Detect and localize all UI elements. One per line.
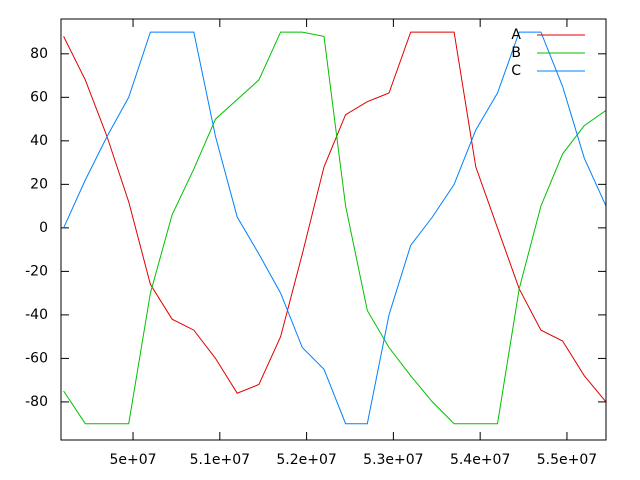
y-tick-label: -40 — [25, 307, 48, 323]
legend-label: B — [511, 45, 521, 61]
legend-label: C — [511, 63, 521, 79]
legend-label: A — [511, 27, 521, 43]
x-tick-label: 5.5e+07 — [537, 452, 597, 468]
x-tick-label: 5.4e+07 — [450, 452, 510, 468]
x-tick-label: 5.2e+07 — [276, 452, 336, 468]
x-tick-label: 5.1e+07 — [190, 452, 250, 468]
series-line — [63, 31, 606, 425]
y-tick-label: 0 — [39, 220, 48, 236]
y-tick-label: 20 — [30, 176, 48, 192]
y-tick-label: 40 — [30, 133, 48, 149]
x-tick-label: 5.3e+07 — [363, 452, 423, 468]
x-tick-label: 5e+07 — [109, 452, 156, 468]
series-line — [63, 31, 606, 403]
y-tick-label: 60 — [30, 89, 48, 105]
plot-border — [60, 18, 607, 441]
series-line — [63, 31, 606, 425]
y-tick-label: 80 — [30, 46, 48, 62]
y-tick-label: -60 — [25, 350, 48, 366]
y-tick-label: -80 — [25, 394, 48, 410]
y-tick-label: -20 — [25, 263, 48, 279]
